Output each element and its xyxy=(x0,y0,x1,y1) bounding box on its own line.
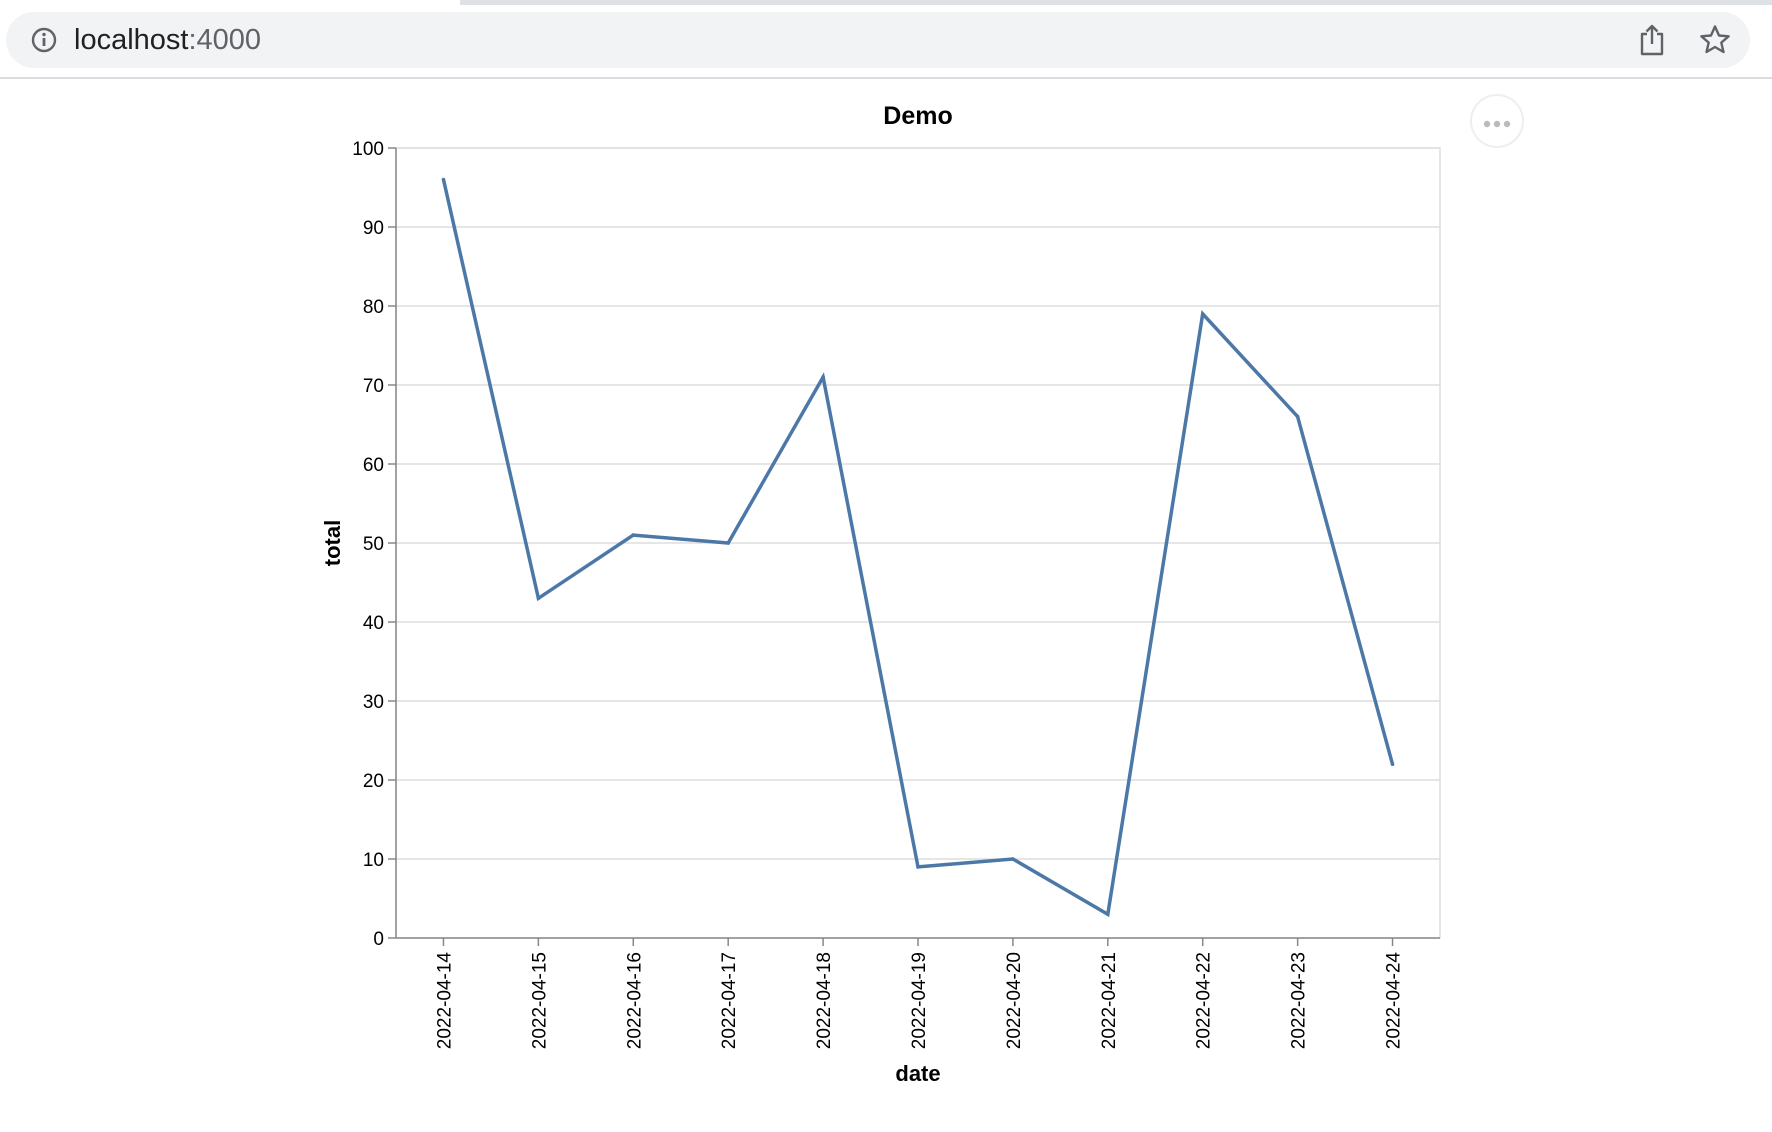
x-tick-label: 2022-04-17 xyxy=(719,952,740,1049)
data-point xyxy=(1011,857,1015,861)
y-tick-label: 50 xyxy=(363,534,384,555)
data-point xyxy=(916,865,920,869)
y-tick-label: 70 xyxy=(363,376,384,397)
chart-actions-button[interactable] xyxy=(1470,94,1524,148)
data-point xyxy=(631,533,636,537)
x-tick-label: 2022-04-21 xyxy=(1099,952,1120,1049)
chart-title: Demo xyxy=(883,102,952,130)
x-tick-label: 2022-04-23 xyxy=(1289,952,1310,1049)
x-tick-label: 2022-04-19 xyxy=(909,952,930,1049)
url-host: localhost xyxy=(74,24,189,56)
x-tick-label: 2022-04-18 xyxy=(814,952,835,1049)
data-point xyxy=(1390,762,1395,766)
data-point xyxy=(1106,912,1110,917)
data-point xyxy=(441,177,446,182)
y-tick-label: 20 xyxy=(363,771,384,792)
y-tick-label: 40 xyxy=(363,613,384,634)
y-tick-label: 10 xyxy=(363,850,384,871)
y-axis-title: total xyxy=(320,520,345,566)
x-tick-label: 2022-04-14 xyxy=(434,952,455,1050)
x-axis-title: date xyxy=(895,1061,940,1086)
x-tick-label: 2022-04-16 xyxy=(624,952,645,1049)
url-text[interactable]: localhost:4000 xyxy=(74,25,261,55)
info-icon[interactable] xyxy=(30,26,58,54)
browser-toolbar: localhost:4000 xyxy=(0,0,1772,79)
x-tick-label: 2022-04-15 xyxy=(529,952,550,1049)
star-icon[interactable] xyxy=(1698,23,1732,57)
y-tick-label: 80 xyxy=(363,297,384,318)
more-horizontal-icon xyxy=(1483,120,1511,128)
data-point xyxy=(536,596,541,601)
series-line xyxy=(441,179,1395,918)
address-bar[interactable]: localhost:4000 xyxy=(6,12,1750,68)
data-point xyxy=(1295,414,1300,419)
tab-strip-edge xyxy=(460,0,1772,5)
data-point xyxy=(821,375,825,379)
data-point xyxy=(726,541,730,545)
data-point xyxy=(1200,312,1205,316)
x-tick-label: 2022-04-22 xyxy=(1194,952,1215,1049)
y-tick-label: 100 xyxy=(352,139,384,160)
y-tick-label: 0 xyxy=(373,929,384,950)
x-tick-label: 2022-04-20 xyxy=(1004,952,1025,1049)
x-tick-label: 2022-04-24 xyxy=(1384,952,1405,1050)
y-tick-label: 30 xyxy=(363,692,384,713)
y-tick-label: 90 xyxy=(363,218,384,239)
url-port: :4000 xyxy=(188,24,262,56)
share-icon[interactable] xyxy=(1636,23,1668,57)
y-tick-label: 60 xyxy=(363,455,384,476)
